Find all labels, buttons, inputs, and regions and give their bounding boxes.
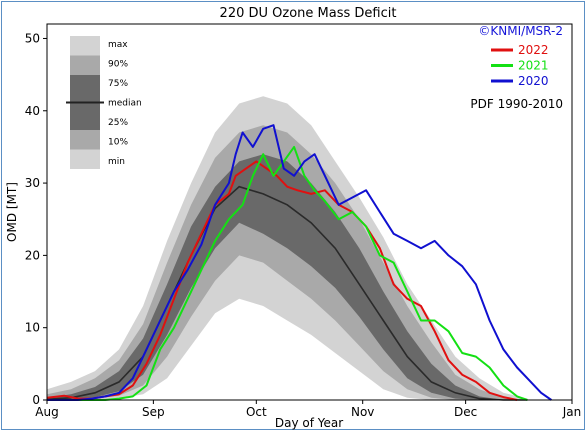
chart-title: 220 DU Ozone Mass Deficit	[220, 6, 397, 21]
y-tick-label-0: 0	[32, 393, 40, 407]
x-tick-label-Dec: Dec	[454, 405, 477, 419]
y-tick-label-30: 30	[25, 176, 40, 190]
y-tick-label-10: 10	[25, 321, 40, 335]
series-line-2022	[46, 160, 518, 401]
y-tick-label-40: 40	[25, 104, 40, 118]
plot-border	[46, 23, 573, 401]
chart-frame: 220 DU Ozone Mass Deficit 0 10 20 30 40 50 Au…	[1, 1, 585, 430]
series-line-2021	[47, 145, 528, 401]
credit-label: ©KNMI/MSR-2	[478, 24, 563, 38]
y-tick-label-50: 50	[25, 31, 40, 45]
legend-label-2: 75%	[108, 79, 128, 89]
band-25-75	[47, 154, 528, 400]
series-lines	[46, 124, 552, 401]
x-tick-label-Oct: Oct	[246, 405, 267, 419]
series-line-2020	[47, 124, 552, 401]
legend-name-2022: 2022	[518, 43, 549, 57]
legend-name-2020: 2020	[518, 74, 549, 88]
legend-label-5: 10%	[108, 138, 128, 148]
legend-label-4: 25%	[108, 118, 128, 128]
x-tick-label-Jan: Jan	[562, 405, 582, 419]
legend-label-6: min	[108, 157, 125, 167]
legend-label-0: max	[108, 40, 128, 50]
pdf-bands	[46, 96, 528, 401]
x-tick-label-Aug: Aug	[35, 405, 58, 419]
y-axis: 0 10 20 30 40 50	[25, 31, 47, 407]
y-tick-label-20: 20	[25, 248, 40, 262]
band-legend: max 90% 75% median 25% 10% min	[66, 36, 142, 169]
legend-name-2021: 2021	[518, 59, 549, 73]
x-tick-label-Nov: Nov	[351, 405, 374, 419]
x-axis: Aug Sep Oct Nov Dec Jan	[35, 400, 581, 419]
median-line	[46, 185, 528, 401]
x-axis-label: Day of Year	[275, 416, 343, 430]
x-tick-label-Sep: Sep	[142, 405, 165, 419]
legend-label-1: 90%	[108, 60, 128, 70]
legend-label-3: median	[108, 99, 142, 109]
y-axis-label: OMD [MT]	[5, 182, 19, 242]
pdf-period-label: PDF 1990-2010	[470, 97, 563, 111]
